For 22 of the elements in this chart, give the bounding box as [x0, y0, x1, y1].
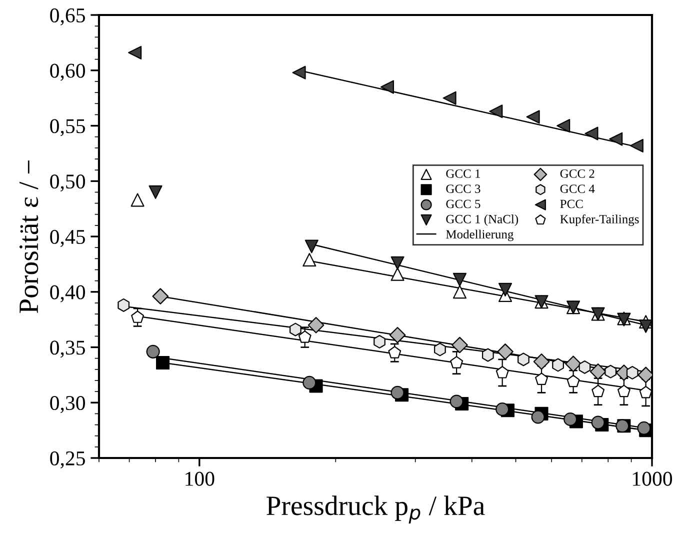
legend-label: GCC 4: [560, 184, 595, 194]
y-tick-label: 0,45: [50, 230, 85, 247]
legend-label: PCC: [560, 200, 583, 208]
legend-label: Modellierung: [446, 230, 514, 242]
legend-label: GCC 5: [446, 200, 480, 208]
legend-label: GCC 2: [560, 169, 594, 178]
y-tick-label: 0,65: [50, 8, 85, 26]
y-tick-label: 0,25: [50, 451, 85, 468]
y-tick-label: 0,50: [50, 174, 86, 192]
y-tick-label: 0,55: [50, 119, 85, 136]
legend-label: GCC 1: [446, 169, 480, 178]
y-tick-label: 0,30: [50, 396, 86, 414]
x-tick-label: 100: [186, 472, 214, 486]
y-tick-label: 0,40: [50, 285, 86, 302]
y-tick-label: 0,35: [50, 340, 85, 358]
legend-label: GCC 3: [446, 184, 480, 194]
x-axis-title: Pressdruck p$_{p}$ / kPa: [266, 496, 485, 524]
legend-label: Kupfer-Tailings: [560, 214, 639, 226]
legend-label: GCC 1 (NaCl): [446, 214, 518, 226]
y-axis-title: Porosität ε / −: [19, 160, 38, 314]
x-tick-label: 1000: [633, 472, 672, 486]
y-tick-label: 0,60: [50, 64, 86, 81]
